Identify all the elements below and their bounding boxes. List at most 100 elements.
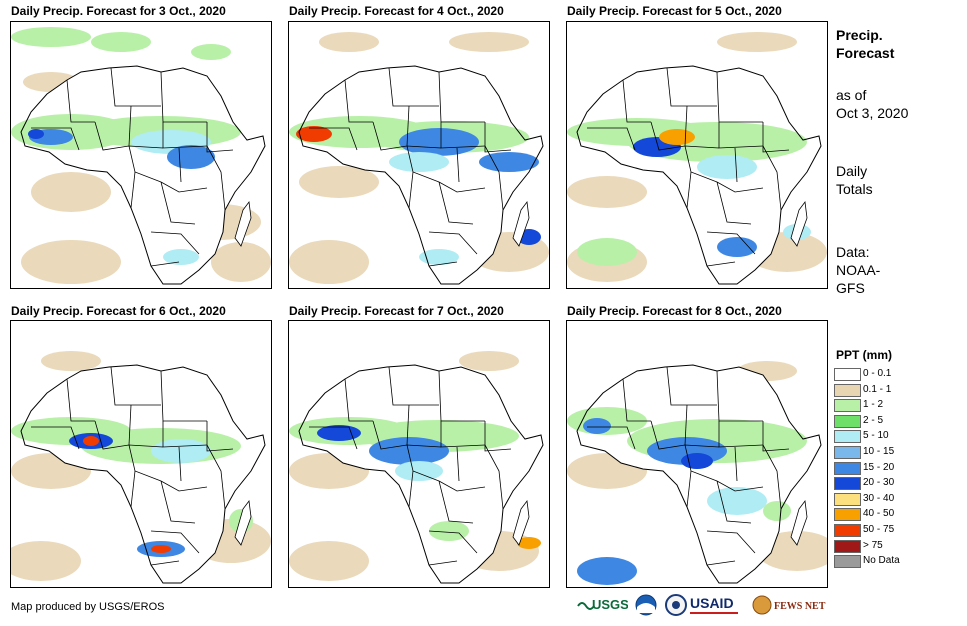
country-border xyxy=(428,261,458,267)
country-border xyxy=(130,470,136,508)
svg-text:USGS: USGS xyxy=(592,597,628,612)
precip-area xyxy=(517,537,541,549)
precip-area xyxy=(429,521,469,541)
precip-area xyxy=(419,249,459,265)
svg-text:USAID: USAID xyxy=(690,595,734,611)
precip-area xyxy=(389,152,449,172)
country-border xyxy=(622,79,651,123)
country-border xyxy=(372,121,442,151)
panel-title-3: Daily Precip. Forecast for 5 Oct., 2020 xyxy=(567,4,782,18)
precip-area xyxy=(717,237,757,257)
precip-area xyxy=(151,545,171,553)
legend-swatch xyxy=(834,539,861,553)
precip-area xyxy=(28,129,44,139)
country-border xyxy=(440,421,486,448)
madagascar xyxy=(234,200,252,247)
country-border xyxy=(160,181,208,193)
sidebar-totals-line2: Totals xyxy=(836,181,873,197)
country-border xyxy=(130,171,136,209)
map-graphic xyxy=(11,351,271,584)
country-border xyxy=(716,480,752,524)
sidebar-asof-line2: Oct 3, 2020 xyxy=(836,105,909,121)
madagascar xyxy=(512,200,530,247)
country-border xyxy=(734,147,738,183)
sidebar-asof: as of Oct 3, 2020 xyxy=(836,86,908,122)
country-border xyxy=(440,122,486,149)
legend-swatch xyxy=(834,430,861,444)
country-border xyxy=(706,530,756,554)
light-rain-area xyxy=(459,351,519,371)
country-border xyxy=(408,470,414,508)
legend-swatch xyxy=(834,414,861,428)
country-border xyxy=(438,181,474,225)
legend-title: PPT (mm) xyxy=(836,348,893,362)
country-border xyxy=(484,145,504,211)
country-border xyxy=(94,420,164,450)
precip-area xyxy=(151,439,211,463)
country-border xyxy=(66,378,95,422)
precip-area xyxy=(167,145,215,169)
precip-area xyxy=(191,44,231,60)
logo-strip: USGS USAID FEWS NET xyxy=(576,592,826,618)
country-border xyxy=(484,444,504,510)
forecast-map-5 xyxy=(288,320,550,588)
country-border xyxy=(706,231,756,255)
legend-label: 40 - 50 xyxy=(863,508,895,520)
country-border xyxy=(160,181,196,225)
precip-area xyxy=(296,126,332,142)
precip-area xyxy=(83,436,99,446)
country-border xyxy=(428,231,478,255)
country-border xyxy=(686,171,692,209)
country-border xyxy=(428,560,458,566)
legend-label: > 75 xyxy=(863,539,883,551)
legend-label: 10 - 15 xyxy=(863,446,895,457)
country-border xyxy=(438,181,486,193)
credit-text: Map produced by USGS/EROS xyxy=(11,601,165,613)
forecast-map-2 xyxy=(288,21,550,289)
country-border xyxy=(160,480,208,492)
country-border xyxy=(718,122,764,149)
precip-area xyxy=(659,129,695,145)
coastline xyxy=(576,65,822,285)
country-border xyxy=(438,480,486,492)
country-border xyxy=(206,444,226,510)
country-border xyxy=(128,105,132,147)
forecast-map-6 xyxy=(566,320,828,588)
legend-swatch xyxy=(834,524,861,537)
country-border xyxy=(650,121,720,151)
country-border xyxy=(762,122,790,153)
light-rain-area xyxy=(717,32,797,52)
precip-area xyxy=(91,32,151,52)
country-border xyxy=(178,147,182,183)
map-graphic xyxy=(567,361,827,585)
precip-area xyxy=(369,437,449,465)
coastline xyxy=(298,364,544,584)
country-border xyxy=(206,122,234,153)
legend-label: 30 - 40 xyxy=(863,492,895,504)
map-graphic xyxy=(11,27,271,285)
sidebar-source-line3: GFS xyxy=(836,280,865,296)
light-rain-area xyxy=(21,240,121,284)
country-border xyxy=(734,446,738,482)
forecast-map-4 xyxy=(10,320,272,588)
light-rain-area xyxy=(289,240,369,284)
country-border xyxy=(650,420,720,450)
country-border xyxy=(406,404,410,446)
legend-label: 15 - 20 xyxy=(863,461,895,473)
country-border xyxy=(587,127,636,151)
country-border xyxy=(706,560,736,566)
country-border xyxy=(686,470,692,508)
sidebar-source-line2: NOAA- xyxy=(836,262,881,278)
panel-title-6: Daily Precip. Forecast for 8 Oct., 2020 xyxy=(567,304,782,318)
country-border xyxy=(428,530,478,554)
coastline xyxy=(298,65,544,285)
country-border xyxy=(388,366,439,406)
precip-area xyxy=(707,487,767,515)
country-border xyxy=(456,446,460,482)
country-border xyxy=(622,378,651,422)
madagascar xyxy=(790,200,808,247)
country-border xyxy=(684,404,688,446)
country-border xyxy=(110,366,161,406)
precip-area xyxy=(681,453,713,469)
country-border xyxy=(66,79,95,123)
